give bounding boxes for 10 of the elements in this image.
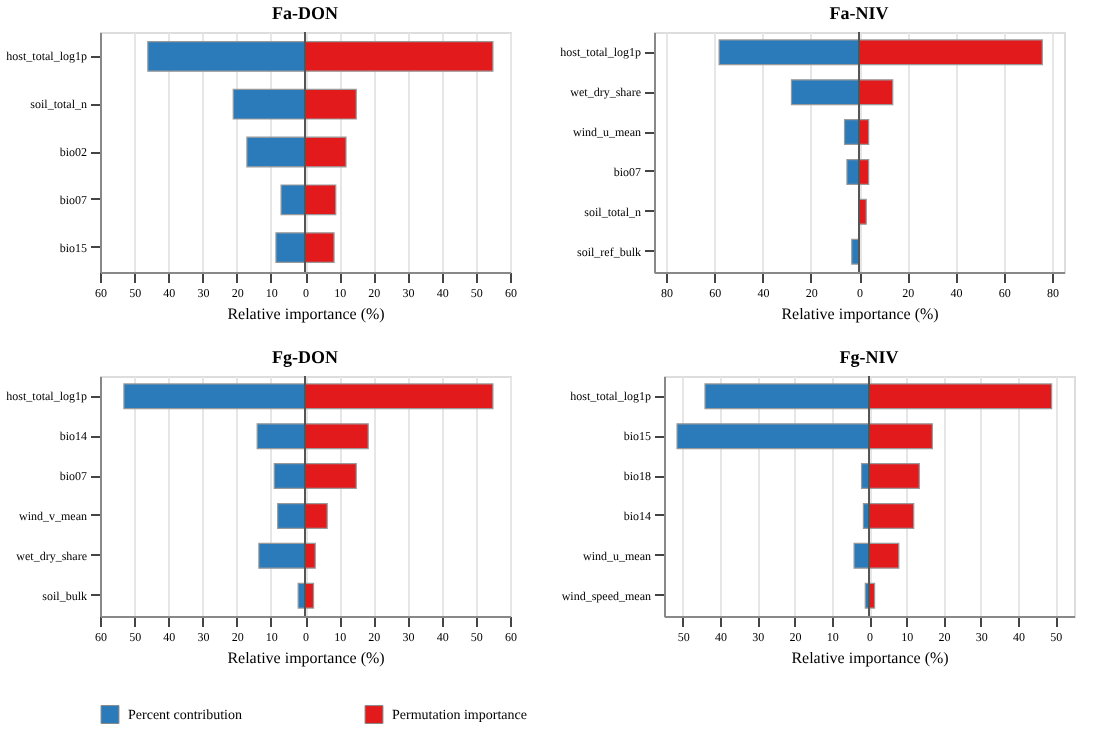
chart-title: Fg-DON [272, 347, 339, 367]
x-axis-title: Relative importance (%) [227, 305, 386, 323]
chart-title: Fg-NIV [839, 347, 900, 367]
x-axis-title: Relative importance (%) [791, 649, 950, 667]
chart-title: Fa-DON [272, 3, 339, 23]
bar [868, 502, 915, 529]
chart-title: Fa-NIV [829, 3, 890, 23]
x-axis-title: Relative importance (%) [227, 649, 386, 667]
x-axis-title: Relative importance (%) [781, 305, 940, 323]
bar [868, 463, 920, 490]
